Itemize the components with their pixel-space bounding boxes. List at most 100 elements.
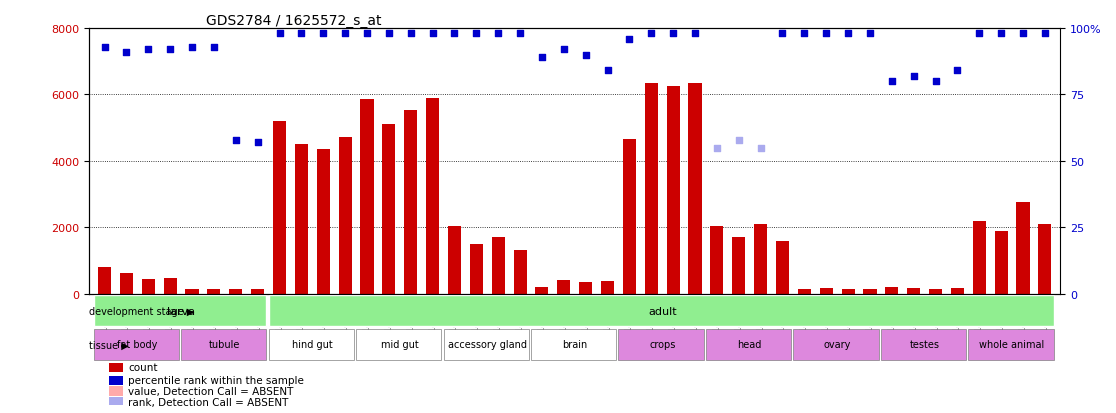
Bar — [142, 279, 155, 294]
Text: value, Detection Call = ABSENT: value, Detection Call = ABSENT — [128, 386, 294, 396]
Bar — [108, 387, 123, 396]
Bar — [579, 282, 593, 294]
Bar — [185, 290, 199, 294]
Point — [315, 31, 333, 38]
Point — [249, 140, 267, 146]
Text: rank, Detection Call = ABSENT: rank, Detection Call = ABSENT — [128, 397, 289, 407]
Text: fat body: fat body — [117, 339, 157, 349]
Bar — [360, 100, 374, 294]
FancyBboxPatch shape — [94, 329, 179, 360]
Point — [577, 52, 595, 59]
Bar — [1038, 224, 1051, 294]
Text: development stage ▶: development stage ▶ — [89, 306, 194, 316]
Bar — [666, 87, 680, 294]
Point — [992, 31, 1010, 38]
Point — [489, 31, 507, 38]
Bar — [951, 288, 964, 294]
Bar — [108, 397, 123, 407]
Bar — [295, 144, 308, 294]
Point — [970, 31, 988, 38]
FancyBboxPatch shape — [618, 329, 704, 360]
Text: ovary: ovary — [824, 339, 850, 349]
Bar — [251, 289, 264, 294]
Text: accessory gland: accessory gland — [448, 339, 527, 349]
FancyBboxPatch shape — [969, 329, 1054, 360]
Point — [598, 68, 616, 75]
Bar — [383, 125, 395, 294]
Point — [926, 78, 944, 85]
Text: mid gut: mid gut — [381, 339, 418, 349]
Bar — [864, 289, 876, 294]
Point — [1014, 31, 1032, 38]
Point — [292, 31, 310, 38]
FancyBboxPatch shape — [356, 329, 441, 360]
Bar — [710, 226, 723, 294]
Bar — [98, 268, 112, 294]
Bar — [273, 122, 286, 294]
Point — [708, 145, 725, 152]
Bar — [929, 289, 942, 294]
Bar — [108, 363, 123, 372]
Bar — [119, 273, 133, 294]
Bar — [645, 83, 657, 294]
Bar — [623, 140, 636, 294]
Bar — [208, 289, 221, 294]
Text: brain: brain — [562, 339, 587, 349]
Bar — [513, 251, 527, 294]
FancyBboxPatch shape — [269, 296, 1054, 326]
Point — [796, 31, 814, 38]
Text: GDS2784 / 1625572_s_at: GDS2784 / 1625572_s_at — [205, 14, 382, 28]
Text: adult: adult — [648, 306, 676, 316]
FancyBboxPatch shape — [706, 329, 791, 360]
Bar — [776, 241, 789, 294]
Text: hind gut: hind gut — [292, 339, 333, 349]
Bar — [1017, 203, 1030, 294]
Bar — [754, 224, 767, 294]
Point — [183, 44, 201, 51]
FancyBboxPatch shape — [94, 296, 267, 326]
Point — [555, 47, 573, 53]
Point — [445, 31, 463, 38]
Point — [205, 44, 223, 51]
Bar — [470, 245, 483, 294]
Bar — [602, 281, 614, 294]
Point — [686, 31, 704, 38]
FancyBboxPatch shape — [531, 329, 616, 360]
Bar — [885, 287, 898, 294]
Point — [862, 31, 879, 38]
Bar — [557, 281, 570, 294]
FancyBboxPatch shape — [269, 329, 354, 360]
Point — [270, 31, 288, 38]
Text: tissue ▶: tissue ▶ — [89, 339, 129, 349]
Point — [817, 31, 835, 38]
Bar — [819, 289, 833, 294]
Point — [468, 31, 485, 38]
Text: head: head — [738, 339, 762, 349]
Point — [839, 31, 857, 38]
Bar — [536, 287, 548, 294]
Point — [379, 31, 397, 38]
Point — [533, 55, 551, 62]
Point — [358, 31, 376, 38]
Point — [752, 145, 770, 152]
Bar — [229, 290, 242, 294]
Point — [511, 31, 529, 38]
Point — [424, 31, 442, 38]
FancyBboxPatch shape — [181, 329, 267, 360]
Text: larva: larva — [167, 306, 195, 316]
Bar — [164, 278, 176, 294]
Bar — [973, 221, 985, 294]
Bar — [732, 237, 745, 294]
Point — [1036, 31, 1054, 38]
Text: crops: crops — [650, 339, 675, 349]
Text: whole animal: whole animal — [980, 339, 1045, 349]
Point — [140, 47, 157, 53]
Point — [227, 137, 244, 143]
Bar — [108, 376, 123, 385]
Point — [883, 78, 901, 85]
Point — [336, 31, 354, 38]
Text: count: count — [128, 363, 157, 373]
Point — [161, 47, 179, 53]
Bar — [994, 231, 1008, 294]
Bar — [426, 98, 440, 294]
